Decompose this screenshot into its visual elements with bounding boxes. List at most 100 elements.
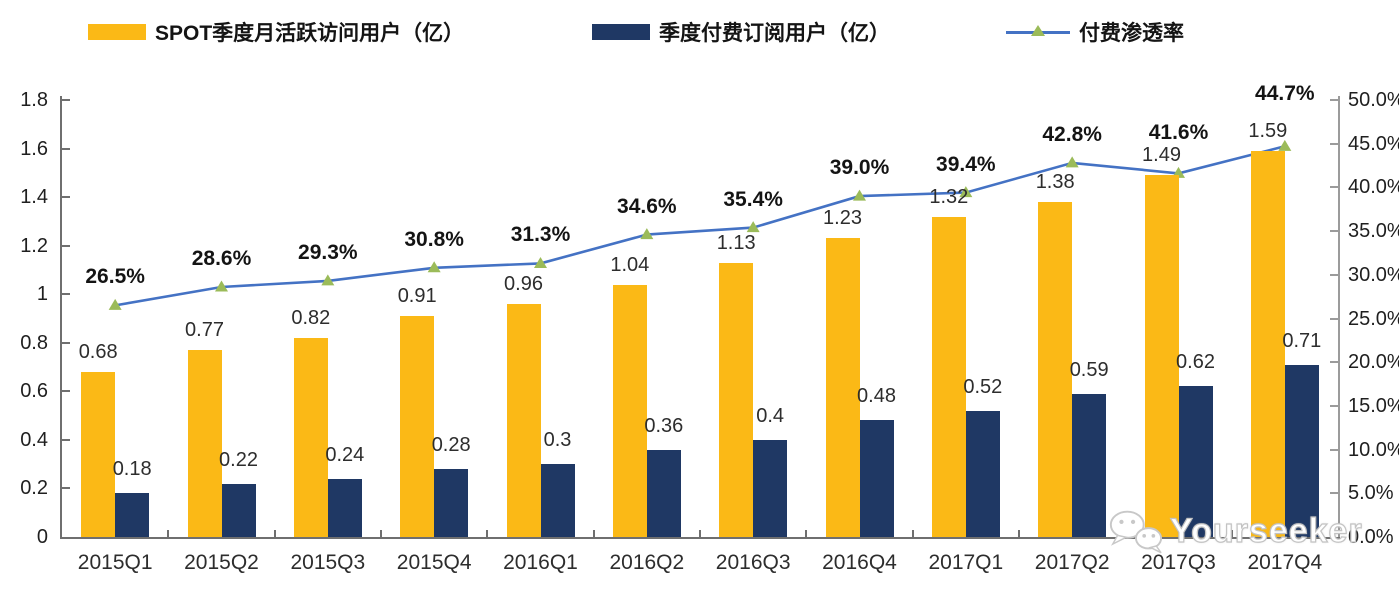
penetration-label: 28.6% — [191, 247, 252, 271]
y-tick-label-right: 0.0% — [1348, 526, 1394, 548]
bar-subs-2016Q2 — [646, 449, 681, 537]
x-axis-tick — [911, 530, 914, 537]
legend-item-penetration: 付费渗透率 — [1006, 17, 1184, 47]
x-axis-tick — [1230, 530, 1233, 537]
line-swatch-marker-icon — [1031, 25, 1045, 36]
y-axis-left-tick — [62, 244, 70, 247]
mau-value-label: 1.32 — [929, 185, 969, 208]
subs-value-label: 0.59 — [1069, 358, 1109, 381]
x-tick-label: 2017Q1 — [928, 551, 1004, 574]
legend-label-penetration: 付费渗透率 — [1079, 22, 1184, 45]
line-marker-icon — [215, 280, 228, 292]
bar-mau-2015Q3 — [293, 337, 328, 537]
y-tick-label-right: 30.0% — [1348, 263, 1399, 286]
bar-subs-2017Q4 — [1284, 364, 1319, 537]
bar-mau-2015Q2 — [187, 350, 222, 537]
bar-subs-2017Q3 — [1178, 386, 1213, 537]
x-tick-label: 2015Q4 — [396, 551, 472, 574]
line-marker-icon — [108, 298, 122, 310]
y-tick-label-left: 0.8 — [20, 331, 48, 354]
y-tick-label-left: 1.8 — [20, 89, 48, 111]
penetration-label: 44.7% — [1255, 82, 1315, 106]
x-axis-tick — [273, 530, 276, 537]
bar-mau-2016Q2 — [612, 284, 647, 537]
x-axis-tick — [699, 530, 701, 537]
y-tick-label-right: 15.0% — [1348, 394, 1399, 417]
bar-mau-2017Q1 — [931, 216, 966, 537]
bar-subs-2016Q3 — [753, 439, 788, 537]
x-axis-line — [60, 537, 1340, 539]
y-tick-label-right: 45.0% — [1348, 132, 1399, 155]
subs-value-label: 0.18 — [112, 458, 152, 481]
penetration-label: 35.4% — [723, 187, 783, 211]
bar-mau-2015Q1 — [81, 371, 116, 537]
subs-value-label: 0.71 — [1282, 329, 1322, 352]
x-axis-tick — [486, 530, 489, 537]
y-tick-label-left: 1.4 — [20, 186, 48, 209]
x-axis-tick — [592, 530, 595, 537]
x-tick-label: 2015Q2 — [184, 551, 259, 574]
y-axis-right-tick — [1330, 361, 1338, 364]
legend-label-mau: SPOT季度月活跃访问用户（亿） — [155, 22, 465, 45]
x-axis-tick — [805, 530, 808, 537]
mau-value-label: 1.23 — [823, 207, 862, 230]
line-marker-icon — [1278, 139, 1292, 151]
y-axis-left-tick — [62, 196, 70, 199]
line-marker-icon — [640, 228, 654, 240]
penetration-label: 39.4% — [936, 152, 996, 176]
y-tick-label-left: 1 — [36, 283, 48, 306]
y-axis-right-tick — [1330, 317, 1338, 320]
y-tick-label-right: 50.0% — [1348, 89, 1399, 111]
y-tick-label-left: 1.2 — [20, 234, 48, 257]
bar-mau-2017Q3 — [1144, 175, 1179, 537]
bar-subs-2015Q4 — [434, 469, 469, 537]
x-axis-tick — [380, 530, 382, 537]
y-axis-right-tick — [1330, 186, 1338, 189]
y-axis-left-tick — [62, 341, 70, 344]
line-marker-icon — [534, 256, 547, 268]
bar-mau-2016Q3 — [719, 262, 754, 537]
y-axis-left-tick — [62, 293, 70, 296]
x-tick-label: 2016Q3 — [715, 551, 791, 574]
x-tick-label: 2015Q3 — [290, 551, 366, 574]
legend-item-subs: 季度付费订阅用户（亿） — [592, 17, 890, 47]
plot-area: 0.68 0.18 26.5% 0.77 0.22 28.6% 0.82 0.24 29.3% 0… — [62, 82, 1338, 537]
y-axis-left-line — [60, 96, 62, 539]
line-marker-icon — [853, 189, 866, 201]
x-axis-tick — [1124, 530, 1127, 537]
line-marker-icon — [321, 274, 335, 286]
x-axis-labels: 2015Q1 2015Q2 2015Q3 2015Q4 2016Q1 2016Q2 2016… — [62, 551, 1338, 581]
y-tick-label-right: 35.0% — [1348, 220, 1399, 243]
penetration-label: 42.8% — [1042, 122, 1102, 146]
line-marker-icon — [959, 186, 973, 198]
y-tick-label-right: 5.0% — [1348, 482, 1394, 505]
mau-value-label: 0.91 — [397, 285, 437, 308]
subs-value-label: 0.62 — [1176, 351, 1215, 374]
x-tick-label: 2016Q1 — [503, 551, 578, 574]
mau-value-label: 1.59 — [1248, 119, 1288, 142]
y-axis-left-labels: 0 0.2 0.4 0.6 0.8 1 1.2 1.4 1.6 1.8 — [0, 89, 54, 548]
y-tick-label-right: 20.0% — [1348, 351, 1399, 374]
penetration-label: 31.3% — [510, 223, 571, 247]
penetration-legend-line-icon — [1006, 23, 1070, 41]
subs-legend-swatch-icon — [592, 24, 650, 40]
y-tick-label-right: 10.0% — [1348, 438, 1399, 461]
x-tick-label: 2017Q3 — [1141, 551, 1216, 574]
penetration-label: 29.3% — [298, 240, 358, 264]
y-axis-left-tick — [62, 147, 70, 150]
bar-mau-2015Q4 — [400, 316, 435, 537]
penetration-label: 34.6% — [617, 194, 677, 218]
mau-value-label: 0.77 — [185, 319, 224, 342]
legend-label-subs: 季度付费订阅用户（亿） — [659, 22, 890, 45]
y-axis-right-tick — [1330, 142, 1338, 145]
y-tick-label-left: 0.2 — [20, 477, 48, 500]
bar-subs-2017Q1 — [965, 410, 1000, 537]
bar-subs-2015Q2 — [221, 483, 256, 537]
y-axis-right-tick — [1330, 273, 1338, 276]
x-tick-label: 2015Q1 — [77, 551, 153, 574]
mau-value-label: 1.49 — [1142, 144, 1181, 167]
y-axis-right-line — [1338, 96, 1340, 539]
x-tick-label: 2017Q4 — [1247, 551, 1323, 574]
penetration-label: 26.5% — [85, 265, 145, 289]
